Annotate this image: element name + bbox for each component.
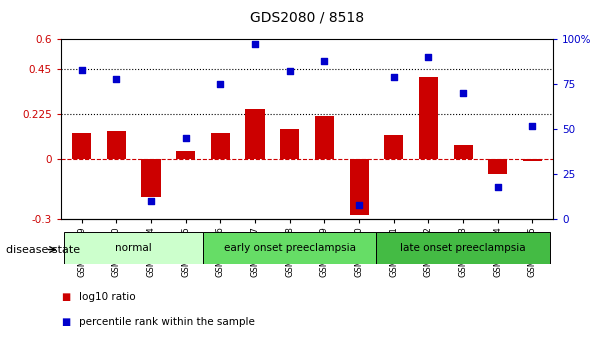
Text: disease state: disease state — [6, 245, 80, 255]
Text: GDS2080 / 8518: GDS2080 / 8518 — [250, 11, 364, 25]
Text: ■: ■ — [61, 292, 70, 302]
Bar — [419, 77, 438, 159]
Text: log10 ratio: log10 ratio — [79, 292, 136, 302]
Bar — [315, 116, 334, 159]
Text: early onset preeclampsia: early onset preeclampsia — [224, 243, 356, 253]
Bar — [280, 129, 299, 159]
Point — [320, 58, 330, 63]
Point — [285, 69, 294, 74]
Point — [181, 136, 190, 141]
Bar — [384, 135, 403, 159]
Point — [389, 74, 399, 80]
Text: ■: ■ — [61, 317, 70, 327]
Text: normal: normal — [116, 243, 152, 253]
Text: percentile rank within the sample: percentile rank within the sample — [79, 317, 255, 327]
Bar — [107, 131, 126, 159]
Bar — [211, 133, 230, 159]
Bar — [72, 133, 91, 159]
Bar — [523, 159, 542, 161]
Bar — [350, 159, 368, 216]
Bar — [376, 232, 550, 264]
Bar — [142, 159, 161, 198]
Point — [215, 81, 225, 87]
Bar — [176, 151, 195, 159]
Point — [424, 54, 434, 60]
Bar — [246, 109, 264, 159]
Point — [146, 199, 156, 204]
Point — [111, 76, 121, 81]
Point — [77, 67, 86, 73]
Bar — [64, 232, 203, 264]
Text: late onset preeclampsia: late onset preeclampsia — [400, 243, 526, 253]
Point — [458, 90, 468, 96]
Point — [250, 41, 260, 47]
Bar — [454, 145, 472, 159]
Point — [354, 202, 364, 208]
Point — [493, 184, 503, 190]
Bar — [203, 232, 376, 264]
Bar — [488, 159, 507, 175]
Point — [528, 123, 537, 129]
